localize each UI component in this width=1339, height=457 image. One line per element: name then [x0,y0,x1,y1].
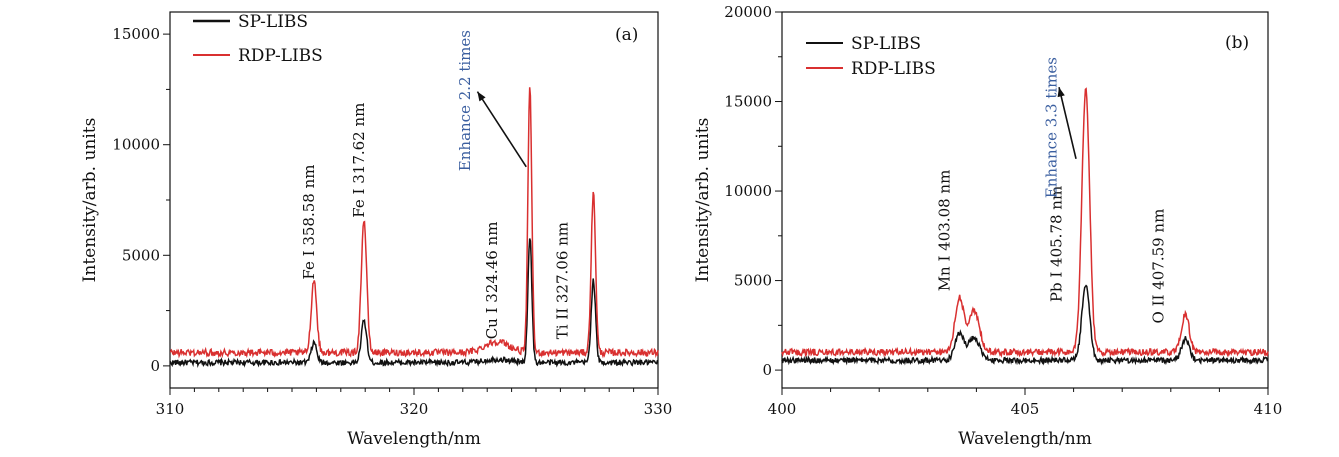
legend-label-sp-a: SP-LIBS [238,12,308,32]
enhance-annotation-b: Enhance 3.3 times [1043,57,1061,198]
y-axis-label-b: Intensity/arb. units [693,118,713,283]
peak-annotation-b: O II 407.59 nm [1150,209,1168,324]
x-tick-label-a: 310 [156,400,185,418]
y-tick-label-b: 5000 [734,272,772,290]
x-tick-label-b: 405 [1011,400,1040,418]
x-axis-label-b: Wavelength/nm [958,429,1092,449]
panel-b: 400 405 410 0 5000 10000 15000 20000 Mn I 403.0… [693,3,1282,449]
series-rdp-libs-a [169,87,659,359]
peak-annotation-a: Ti II 327.06 nm [554,222,572,339]
y-tick-label-b: 15000 [724,93,772,111]
enhance-arrow-b [1058,87,1077,160]
y-axis-label-a: Intensity/arb. units [80,118,100,283]
series-rdp-libs-b [781,87,1269,358]
x-tick-label-b: 400 [768,400,797,418]
y-tick-label-a: 10000 [112,136,160,154]
panel-label-b: (b) [1225,33,1249,53]
legend-label-sp-b: SP-LIBS [851,34,921,54]
ticks-b: 400 405 410 0 5000 10000 15000 20000 [724,3,1282,418]
enhance-arrowhead-b [1057,87,1065,98]
annotations-a: Fe I 358.58 nm Fe I 317.62 nm Cu I 324.46 … [300,30,572,339]
enhance-arrow-a [476,91,527,168]
y-tick-label-a: 15000 [112,25,160,43]
x-axis-label-a: Wavelength/nm [347,429,481,449]
y-tick-label-b: 10000 [724,182,772,200]
enhance-arrowhead-a [477,91,486,102]
legend-label-rdp-a: RDP-LIBS [238,46,323,66]
plot-frame-a [169,11,659,389]
peak-annotation-a: Cu I 324.46 nm [483,222,501,340]
peak-annotation-b: Pb I 405.78 nm [1048,186,1066,302]
y-tick-label-a: 5000 [122,246,160,264]
ticks-a: 310 320 330 0 5000 10000 15000 [112,25,672,418]
x-tick-label-b: 410 [1254,400,1283,418]
x-tick-label-a: 330 [644,400,673,418]
peak-annotation-a: Fe I 358.58 nm [300,165,318,280]
y-tick-label-b: 20000 [724,3,772,21]
enhance-annotation-a: Enhance 2.2 times [456,30,474,171]
y-tick-label-a: 0 [150,357,160,375]
y-tick-label-b: 0 [762,361,772,379]
peak-annotation-a: Fe I 317.62 nm [350,103,368,218]
panel-label-a: (a) [615,25,638,45]
series-sp-libs-b [781,284,1269,366]
annotations-b: Mn I 403.08 nm Pb I 405.78 nm O II 407.59 … [936,57,1168,323]
peak-annotation-b: Mn I 403.08 nm [936,170,954,292]
series-sp-libs-a [169,238,659,368]
x-tick-label-a: 320 [400,400,429,418]
legend-label-rdp-b: RDP-LIBS [851,59,936,79]
